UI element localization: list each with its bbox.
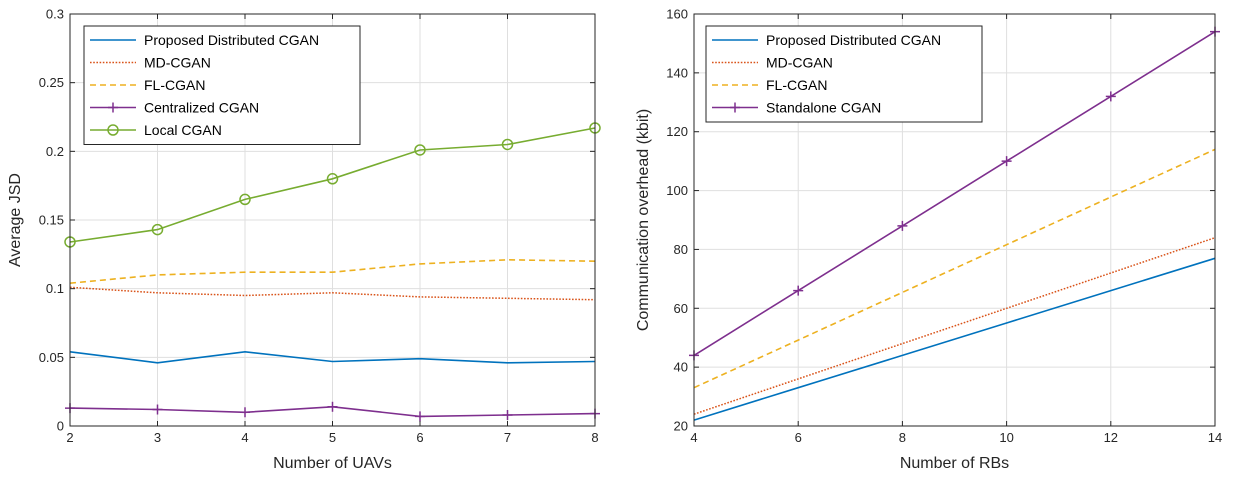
y-tick-label: 0.05	[39, 350, 64, 365]
legend-label-fl-cgan: FL-CGAN	[766, 77, 827, 93]
series-line-standalone-cgan	[693, 31, 1216, 357]
x-tick-label: 4	[690, 430, 697, 445]
x-tick-label: 6	[416, 430, 423, 445]
legend-label-fl-cgan: FL-CGAN	[144, 77, 205, 93]
data-point-centralized-cgan	[152, 404, 163, 415]
legend-box	[705, 25, 983, 123]
y-tick-label: 40	[674, 360, 688, 375]
x-tick-label: 8	[899, 430, 906, 445]
series-line-md-cgan	[693, 236, 1216, 415]
data-point-centralized-cgan	[327, 401, 338, 412]
y-tick-label: 60	[674, 301, 688, 316]
data-point-local-cgan	[501, 138, 514, 151]
series-line-local-cgan	[69, 127, 596, 243]
legend: Proposed Distributed CGAN MD-CGAN FL-CGAN S…	[705, 25, 983, 123]
axes-box	[693, 13, 1216, 427]
legend-label-centralized-cgan: Centralized CGAN	[144, 100, 259, 116]
legend-label-md-cgan: MD-CGAN	[144, 55, 211, 71]
legend-label-local-cgan: Local CGAN	[144, 122, 222, 138]
y-tick-label: 140	[666, 65, 688, 80]
chart-average-jsd: 2 3 4 5 6 7 8 0 0.05 0.1 0.15 0.2 0.25 0.3 Number of U…	[7, 7, 601, 472]
x-tick-label: 8	[591, 430, 598, 445]
y-tick-label: 100	[666, 183, 688, 198]
data-point-centralized-cgan	[240, 407, 250, 418]
series-line-md-cgan	[69, 286, 596, 301]
data-point-standalone-cgan	[793, 285, 804, 296]
y-tick-label: 160	[666, 7, 688, 22]
x-axis-label: Number of RBs	[900, 455, 1009, 472]
y-axis-label: Average JSD	[7, 173, 24, 267]
x-tick-label: 5	[329, 430, 336, 445]
x-tick-label: 4	[241, 430, 248, 445]
y-tick-label: 0.2	[46, 144, 64, 159]
x-tick-label: 2	[66, 430, 73, 445]
data-point-local-cgan	[239, 193, 251, 206]
x-tick-label: 7	[504, 430, 511, 445]
y-tick-label: 0.3	[46, 7, 64, 22]
data-point-centralized-cgan	[502, 410, 513, 421]
series-line-proposed-distributed-cgan	[69, 350, 596, 364]
y-tick-label: 20	[674, 419, 688, 434]
y-tick-label: 0.15	[39, 213, 64, 228]
y-tick-label: 80	[674, 242, 688, 257]
y-tick-label: 0.1	[46, 281, 64, 296]
legend-label-standalone-cgan: Standalone CGAN	[766, 100, 881, 116]
series-line-fl-cgan	[69, 258, 596, 284]
data-point-local-cgan	[151, 223, 164, 236]
legend-label-md-cgan: MD-CGAN	[766, 55, 833, 71]
x-tick-label: 14	[1208, 430, 1222, 445]
data-point-centralized-cgan	[415, 411, 425, 422]
legend-label-proposed-distributed-cgan: Proposed Distributed CGAN	[144, 32, 319, 48]
data-point-standalone-cgan	[1105, 91, 1116, 102]
x-tick-label: 6	[795, 430, 802, 445]
y-axis-label: Communication overhead (kbit)	[635, 109, 652, 331]
series-line-fl-cgan	[693, 148, 1216, 389]
x-tick-label: 3	[154, 430, 161, 445]
legend: Proposed Distributed CGAN MD-CGAN FL-CGAN C…	[83, 25, 361, 145]
series-line-proposed-distributed-cgan	[693, 257, 1216, 421]
y-tick-label: 0.25	[39, 75, 64, 90]
data-point-local-cgan	[326, 173, 339, 185]
data-point-local-cgan	[414, 144, 426, 156]
legend-label-proposed-distributed-cgan: Proposed Distributed CGAN	[766, 32, 941, 48]
x-tick-label: 10	[999, 430, 1013, 445]
legend-marker	[107, 124, 119, 136]
x-axis-label: Number of UAVs	[273, 455, 392, 472]
y-tick-label: 120	[666, 124, 688, 139]
x-tick-label: 12	[1104, 430, 1118, 445]
chart-communication-overhead: 4 6 8 10 12 14 20 40 60 80 100 120 140 160 Number of R…	[635, 7, 1222, 473]
data-point-standalone-cgan	[897, 220, 908, 231]
data-point-standalone-cgan	[1001, 156, 1012, 167]
y-tick-label: 0	[57, 419, 64, 434]
